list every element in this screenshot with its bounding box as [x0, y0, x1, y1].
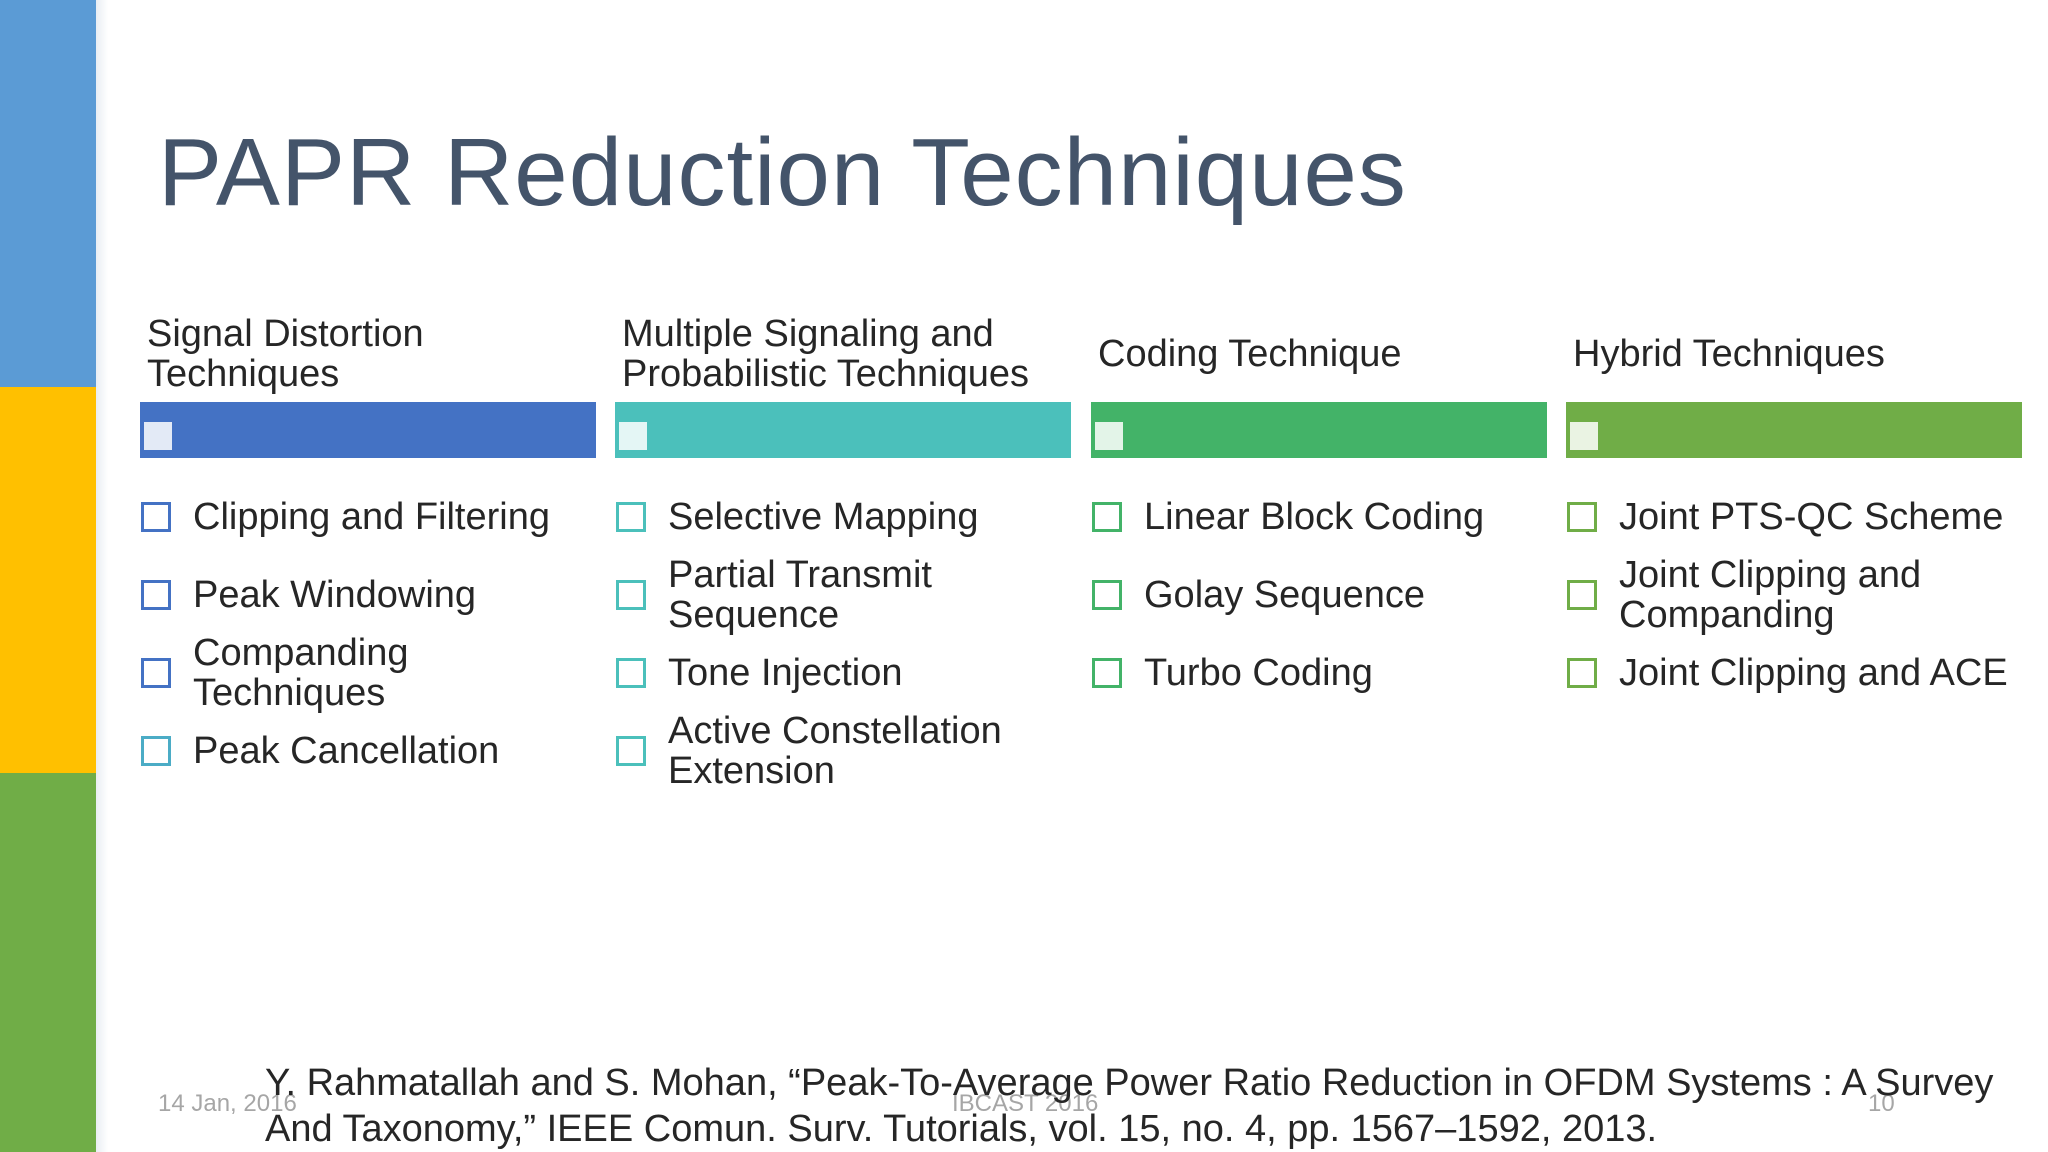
- list-item: Partial Transmit Sequence: [615, 554, 1071, 636]
- list-item: Selective Mapping: [615, 478, 1071, 556]
- footer-page-number: 10: [1868, 1090, 1895, 1117]
- list-item-label: Partial Transmit Sequence: [668, 554, 932, 636]
- bar-square-icon: [1570, 422, 1598, 450]
- list-item: Joint PTS-QC Scheme: [1566, 478, 2022, 556]
- column-header: Coding Technique: [1098, 333, 1402, 375]
- list-item-label: Companding Techniques: [193, 632, 409, 714]
- list-item: Peak Cancellation: [140, 712, 596, 790]
- checkbox-outline-icon: [141, 658, 171, 688]
- list-item-label: Linear Block Coding: [1144, 496, 1485, 538]
- list-item: Tone Injection: [615, 634, 1071, 712]
- list-item: Joint Clipping and Companding: [1566, 554, 2022, 636]
- list-item: Turbo Coding: [1091, 634, 1547, 712]
- column-header: Multiple Signaling and Probabilistic Tec…: [622, 313, 1029, 395]
- side-strip-gold: [0, 387, 96, 773]
- bar-square-icon: [619, 422, 647, 450]
- list-item-label: Tone Injection: [668, 652, 903, 694]
- column-coding-technique: Coding Technique Linear Block Coding Gol…: [1091, 306, 1547, 712]
- column-multiple-signaling: Multiple Signaling and Probabilistic Tec…: [615, 306, 1071, 792]
- checkbox-outline-icon: [1092, 580, 1122, 610]
- list-item-label: Peak Windowing: [193, 574, 477, 616]
- column-header: Signal Distortion Techniques: [147, 313, 424, 395]
- technique-list: Clipping and Filtering Peak Windowing Co…: [140, 478, 596, 790]
- checkbox-outline-icon: [616, 658, 646, 688]
- checkbox-outline-icon: [616, 580, 646, 610]
- technique-list: Selective Mapping Partial Transmit Seque…: [615, 478, 1071, 792]
- list-item-label: Turbo Coding: [1144, 652, 1373, 694]
- list-item: Linear Block Coding: [1091, 478, 1547, 556]
- list-item-label: Active Constellation Extension: [668, 710, 1002, 792]
- checkbox-outline-icon: [141, 580, 171, 610]
- bar-square-icon: [144, 422, 172, 450]
- technique-list: Linear Block Coding Golay Sequence Turbo…: [1091, 478, 1547, 712]
- list-item-label: Joint Clipping and ACE: [1619, 652, 2008, 694]
- list-item: Peak Windowing: [140, 556, 596, 634]
- bar-square-icon: [1095, 422, 1123, 450]
- column-bar: [140, 402, 596, 458]
- reference-citation: Y. Rahmatallah and S. Mohan, “Peak-To-Av…: [265, 1062, 1994, 1150]
- technique-list: Joint PTS-QC Scheme Joint Clipping and C…: [1566, 478, 2022, 712]
- checkbox-outline-icon: [616, 736, 646, 766]
- side-strip-shadow: [96, 0, 108, 1152]
- footer-date: 14 Jan, 2016: [158, 1090, 297, 1117]
- column-bar: [1566, 402, 2022, 458]
- list-item: Golay Sequence: [1091, 556, 1547, 634]
- list-item: Joint Clipping and ACE: [1566, 634, 2022, 712]
- side-strip-green: [0, 773, 96, 1152]
- list-item-label: Peak Cancellation: [193, 730, 500, 772]
- checkbox-outline-icon: [1092, 502, 1122, 532]
- checkbox-outline-icon: [1092, 658, 1122, 688]
- checkbox-outline-icon: [1567, 580, 1597, 610]
- list-item: Active Constellation Extension: [615, 710, 1071, 792]
- side-strip-blue: [0, 0, 96, 387]
- slide-title: PAPR Reduction Techniques: [158, 119, 1407, 226]
- list-item-label: Joint PTS-QC Scheme: [1619, 496, 2004, 538]
- checkbox-outline-icon: [1567, 658, 1597, 688]
- footer-event: IBCAST 2016: [952, 1090, 1099, 1117]
- checkbox-outline-icon: [1567, 502, 1597, 532]
- list-item-label: Selective Mapping: [668, 496, 979, 538]
- column-bar: [1091, 402, 1547, 458]
- list-item: Companding Techniques: [140, 632, 596, 714]
- checkbox-outline-icon: [141, 502, 171, 532]
- list-item-label: Clipping and Filtering: [193, 496, 550, 538]
- column-hybrid-techniques: Hybrid Techniques Joint PTS-QC Scheme Jo…: [1566, 306, 2022, 712]
- column-header: Hybrid Techniques: [1573, 333, 1885, 375]
- column-signal-distortion: Signal Distortion Techniques Clipping an…: [140, 306, 596, 790]
- checkbox-outline-icon: [141, 736, 171, 766]
- list-item: Clipping and Filtering: [140, 478, 596, 556]
- checkbox-outline-icon: [616, 502, 646, 532]
- column-bar: [615, 402, 1071, 458]
- list-item-label: Golay Sequence: [1144, 574, 1425, 616]
- list-item-label: Joint Clipping and Companding: [1619, 554, 1922, 636]
